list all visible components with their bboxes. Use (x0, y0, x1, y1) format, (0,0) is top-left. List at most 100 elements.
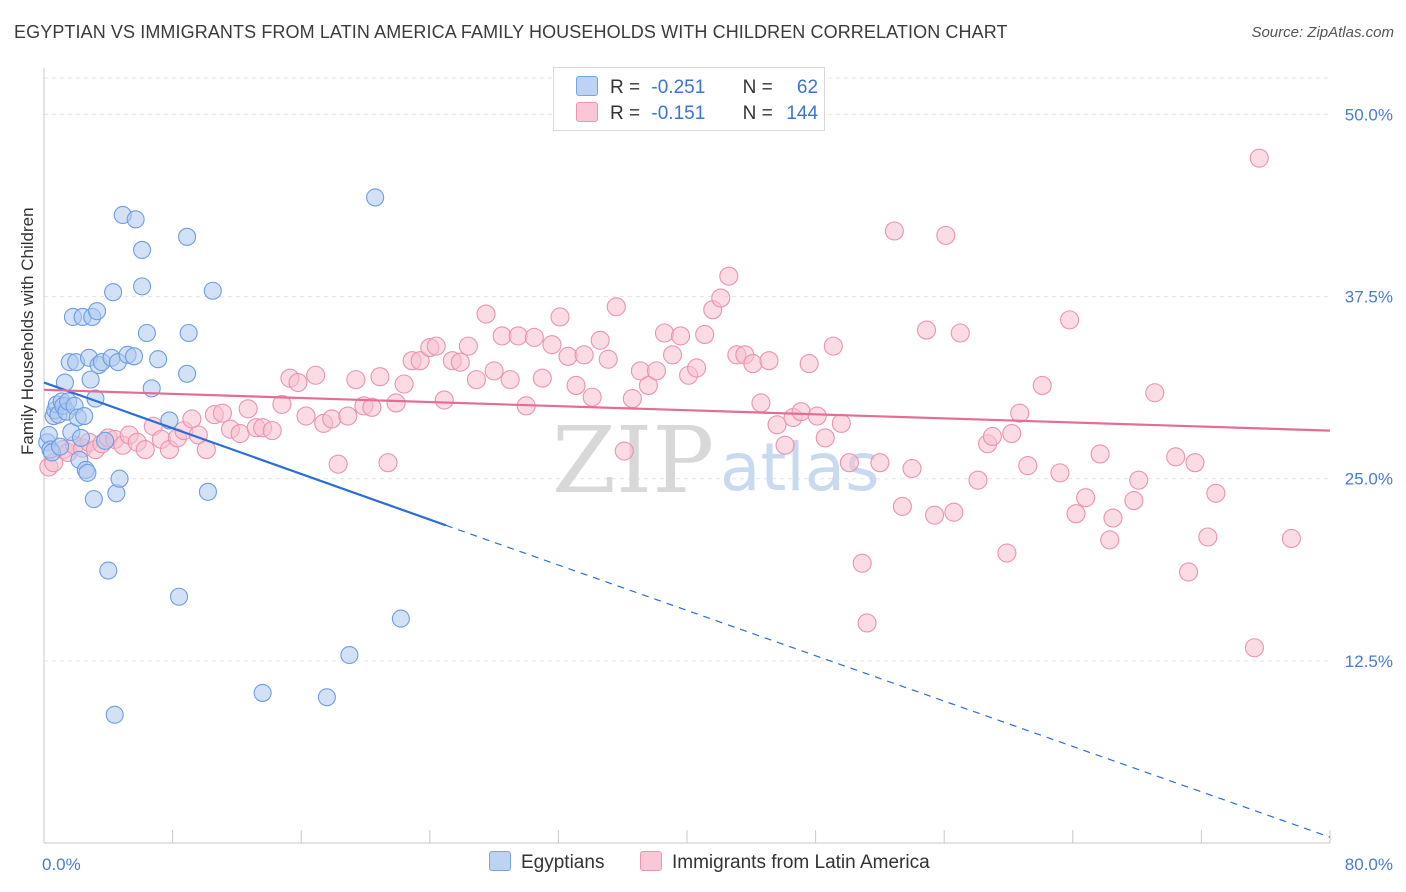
latin-america-point-14 (135, 440, 155, 460)
latin-america-point-95 (791, 402, 811, 422)
egyptians-point-60 (340, 645, 359, 665)
y-tick-label-0: 12.5% (1345, 652, 1393, 671)
latin-america-point-39 (338, 406, 358, 426)
latin-america-point-35 (306, 365, 326, 385)
latin-america-point-54 (458, 336, 478, 356)
latin-america-point-91 (759, 351, 779, 371)
legend-item-latin-america: Immigrants from Latin America (640, 851, 930, 874)
latin-america-point-66 (558, 346, 578, 366)
legend-swatch-latin-america (576, 102, 598, 122)
latin-america-point-62 (524, 327, 544, 347)
latin-america-trend-line (43, 388, 1331, 432)
latin-america-point-90 (751, 393, 771, 413)
latin-america-point-125 (1090, 444, 1110, 464)
series-legend: Egyptians Immigrants from Latin America (0, 851, 1406, 879)
latin-america-point-56 (476, 304, 496, 324)
legend-item-egyptians: Egyptians (489, 851, 604, 874)
egyptians-point-56 (198, 482, 218, 501)
latin-america-point-135 (1206, 483, 1226, 503)
latin-america-point-44 (378, 453, 398, 473)
egyptians-point-25 (78, 463, 97, 482)
egyptians-point-31 (87, 302, 107, 321)
legend-r-label: R = (610, 103, 641, 124)
latin-america-point-30 (262, 421, 282, 441)
latin-america-point-51 (434, 390, 454, 410)
egyptians-point-62 (391, 609, 410, 628)
latin-america-point-37 (322, 409, 342, 429)
y-tick-label-2: 37.5% (1345, 288, 1393, 307)
latin-america-point-33 (288, 372, 308, 393)
latin-america-point-67 (566, 375, 586, 396)
latin-america-point-117 (1002, 423, 1022, 444)
latin-america-point-127 (1103, 508, 1123, 528)
x-tick-label-0: 0.0% (42, 855, 81, 874)
latin-america-point-136 (1244, 638, 1264, 658)
latin-america-point-73 (614, 441, 634, 461)
latin-america-point-103 (857, 613, 877, 633)
latin-america-point-71 (598, 349, 618, 369)
y-tick-label-1: 25.0% (1345, 470, 1393, 489)
latin-america-point-111 (944, 502, 964, 522)
latin-america-point-79 (662, 345, 683, 365)
latin-america-point-42 (362, 397, 382, 417)
latin-america-point-128 (1124, 491, 1144, 511)
latin-america-point-20 (182, 409, 202, 429)
latin-america-point-138 (1281, 528, 1301, 549)
legend-label-egyptians: Egyptians (521, 852, 605, 873)
latin-america-point-82 (687, 358, 707, 378)
egyptians-point-58 (253, 683, 272, 702)
x-tick-label-1: 80.0% (1345, 855, 1393, 874)
latin-america-point-45 (386, 393, 406, 413)
latin-america-point-108 (916, 320, 937, 340)
latin-america-point-104 (870, 453, 890, 473)
egyptians-point-59 (317, 688, 336, 707)
latin-america-point-105 (884, 221, 904, 241)
latin-america-point-83 (695, 324, 715, 345)
latin-america-point-113 (968, 470, 988, 490)
egyptians-point-54 (178, 227, 197, 246)
latin-america-point-137 (1249, 148, 1269, 168)
latin-america-point-70 (590, 330, 610, 350)
egyptians-trend-extension (445, 524, 1331, 838)
latin-america-point-74 (622, 389, 642, 409)
latin-america-point-112 (950, 323, 970, 343)
egyptians-point-45 (126, 210, 145, 229)
latin-america-point-26 (230, 423, 250, 444)
legend-r-value: -0.151 (651, 103, 706, 124)
latin-america-point-57 (484, 361, 504, 381)
latin-america-point-65 (550, 307, 570, 327)
egyptians-point-35 (99, 561, 118, 580)
latin-america-point-50 (426, 336, 446, 356)
latin-america-point-68 (574, 345, 594, 365)
y-tick-label-3: 50.0% (1345, 105, 1393, 124)
legend-swatch-egyptians (576, 76, 598, 96)
latin-america-point-48 (410, 351, 430, 371)
latin-america-point-129 (1129, 470, 1149, 490)
latin-america-point-96 (799, 354, 819, 374)
egyptians-point-48 (137, 323, 156, 343)
latin-america-point-116 (997, 543, 1017, 563)
latin-america-point-93 (775, 435, 795, 455)
egyptians-points (38, 188, 410, 724)
latin-america-point-58 (492, 326, 512, 346)
legend-n-label: N = (742, 103, 773, 124)
chart-title: EGYPTIAN VS IMMIGRANTS FROM LATIN AMERIC… (14, 22, 1008, 42)
egyptians-point-41 (110, 469, 129, 488)
latin-america-point-43 (370, 367, 390, 387)
latin-america-point-24 (212, 403, 232, 423)
latin-america-point-60 (508, 326, 528, 346)
trend-lines (43, 381, 1331, 838)
latin-america-point-85 (711, 288, 731, 308)
latin-america-point-78 (654, 323, 675, 343)
legend-n-value: 62 (796, 77, 819, 98)
egyptians-point-53 (178, 364, 197, 383)
latin-america-point-131 (1166, 447, 1186, 467)
latin-america-point-89 (743, 354, 763, 374)
egyptians-point-52 (169, 587, 189, 606)
latin-america-point-121 (1050, 463, 1070, 483)
latin-america-point-34 (296, 406, 316, 426)
latin-america-point-72 (606, 297, 626, 317)
egyptians-point-23 (75, 407, 94, 426)
y-axis-label: Family Households with Children (18, 207, 37, 455)
